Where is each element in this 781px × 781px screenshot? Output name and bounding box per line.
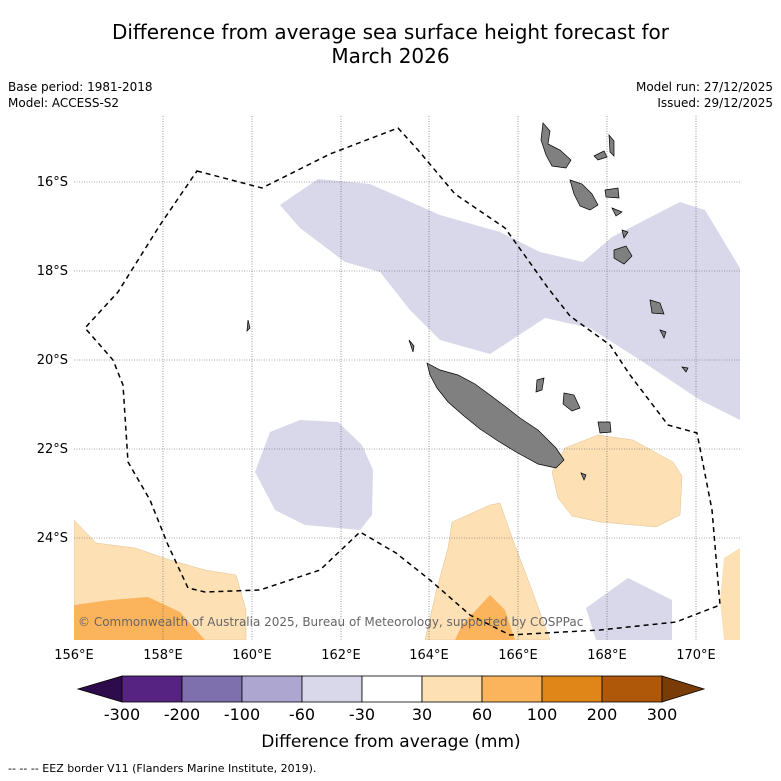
vanuatu-malekula [569,179,599,211]
colorbar-segment [121,675,183,703]
lon-label: 162°E [321,648,361,663]
colorbar-segment [541,675,603,703]
lat-label: 20°S [37,353,68,368]
colorbar-segment [601,675,663,703]
vanuatu-epi [611,207,623,217]
colorbar-tick-label: 300 [647,705,678,724]
title-line-2: March 2026 [331,44,450,68]
lon-label: 164°E [409,648,449,663]
map-area: © Commonwealth of Australia 2025, Bureau… [74,116,740,640]
colorbar-segment [481,675,543,703]
footnote: -- -- -- EEZ border V11 (Flanders Marine… [8,762,317,775]
meta-right: Model run: 27/12/2025 Issued: 29/12/2025 [636,79,773,111]
colorbar-tick-label: 100 [527,705,558,724]
colorbar-segment [181,675,243,703]
meta-left: Base period: 1981-2018 Model: ACCESS-S2 [8,79,153,111]
lon-label: 158°E [143,648,183,663]
loyalty-mare [597,421,612,434]
eez-border [83,127,721,636]
anomaly-positive-east [551,434,683,528]
vanuatu-ambae [593,150,608,161]
base-period: Base period: 1981-2018 [8,80,153,94]
lat-axis-labels: 16°S 18°S 20°S 22°S 24°S [37,175,68,546]
colorbar-extend-low [76,675,123,703]
anomaly-negative-north [280,179,740,420]
colorbar-tick-label: 30 [412,705,432,724]
lat-label: 24°S [37,531,68,546]
anomaly-strong-southwest [74,597,205,640]
gridlines [74,116,740,640]
colorbar-tick-label: -100 [224,705,260,724]
vanuatu-efate [613,245,633,265]
loyalty-lifou [562,392,581,412]
title-line-1: Difference from average sea surface heig… [111,20,670,44]
vanuatu-tanna [659,329,667,339]
model-name: Model: ACCESS-S2 [8,96,120,110]
lon-label: 156°E [54,648,94,663]
vanuatu-espiritu-santo [540,122,572,169]
model-run: Model run: 27/12/2025 [635,80,773,94]
colorbar-tick-label: 60 [472,705,492,724]
anomaly-negative-south [586,578,672,640]
issued-date: Issued: 29/12/2025 [657,96,773,110]
land-masses [246,122,689,481]
colorbar-tick-label: -60 [289,705,315,724]
colorbar-tick-label: 200 [587,705,618,724]
colorbar-segment [241,675,303,703]
lat-label: 18°S [37,264,68,279]
map-title: Difference from average sea surface heig… [0,20,781,68]
colorbar-tick-label: -300 [104,705,140,724]
lat-label: 22°S [37,442,68,457]
colorbar-extend-high [661,675,706,703]
chesterfield-reef [246,319,251,332]
vanuatu-aneityum [681,366,689,373]
lon-label: 170°E [676,648,716,663]
lon-axis-labels: 156°E 158°E 160°E 162°E 164°E 166°E 168°… [54,648,716,663]
belep-islands [408,339,415,353]
lat-label: 16°S [37,175,68,190]
anomaly-positive-south [424,502,551,640]
vanuatu-erromango [649,299,665,315]
colorbar-title: Difference from average (mm) [261,732,520,752]
colorbar: -300 -200 -100 -60 -30 30 60 100 200 300… [76,675,706,752]
colorbar-tick-label: -200 [164,705,200,724]
colorbar-tick-label: -30 [349,705,375,724]
copyright-notice: © Commonwealth of Australia 2025, Bureau… [78,615,583,629]
loyalty-ouvea [535,377,545,393]
anomaly-strong-south [455,595,515,640]
colorbar-segment [361,675,423,703]
new-caledonia [426,362,565,469]
vanuatu-maewo [608,133,615,157]
colorbar-segment [301,675,363,703]
vanuatu-pentecost [604,187,620,199]
anomaly-positive-east-edge [720,548,740,640]
lon-label: 168°E [587,648,627,663]
lon-label: 166°E [498,648,538,663]
anomaly-negative-west [255,420,373,530]
vanuatu-shepherd [621,229,629,239]
isle-of-pines [580,472,587,481]
colorbar-segment [421,675,483,703]
lon-label: 160°E [232,648,272,663]
